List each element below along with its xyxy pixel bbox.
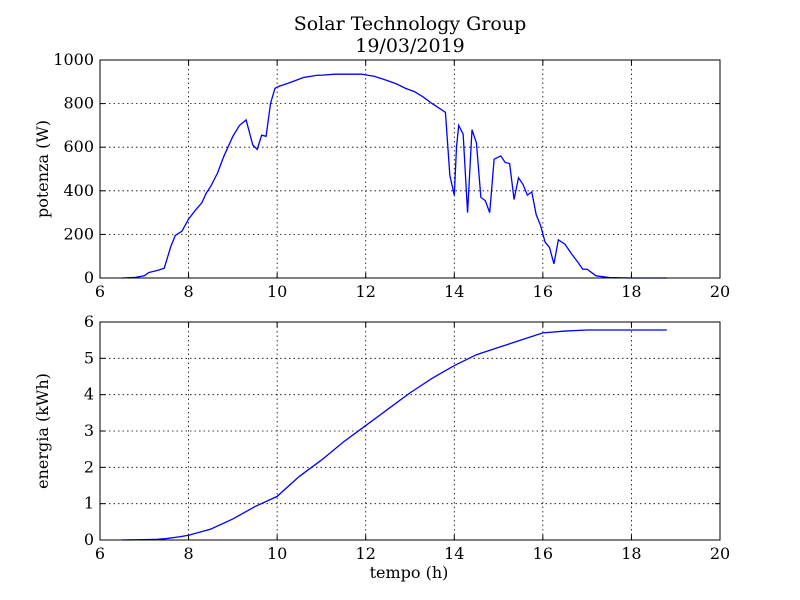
energy-xtick-label: 14: [444, 544, 464, 563]
energy-plot-frame: [99, 321, 721, 541]
power-ytick-label: 600: [63, 137, 94, 156]
power-ytick-label: 800: [63, 94, 94, 113]
energy-ytick-label: 3: [84, 421, 94, 440]
energy-xtick-label: 12: [356, 544, 376, 563]
energy-ytick-label: 0: [84, 530, 94, 549]
energy-ytick-label: 6: [84, 312, 94, 331]
power-chart: 0 200 400 600 800 1000 6 8 10 12 14 16 18 20 potenza (…: [33, 50, 730, 301]
power-ytick-label: 1000: [53, 50, 94, 69]
energy-xtick-label: 6: [95, 544, 105, 563]
energy-xtick-label: 18: [621, 544, 641, 563]
energy-x-axis-label: tempo (h): [370, 563, 449, 582]
energy-xtick-label: 10: [267, 544, 287, 563]
power-xtick-label: 8: [183, 282, 193, 301]
energy-ytick-label: 4: [84, 385, 94, 404]
power-series-line: [122, 73, 667, 279]
power-plot-frame: [99, 59, 721, 279]
power-xtick-label: 20: [710, 282, 730, 301]
energy-ytick-label: 5: [84, 348, 94, 367]
power-xtick-label: 12: [356, 282, 376, 301]
chart-title: Solar Technology Group: [294, 13, 527, 35]
power-ytick-label: 200: [63, 224, 94, 243]
chart-subtitle: 19/03/2019: [355, 35, 465, 57]
energy-ytick-label: 1: [84, 494, 94, 513]
energy-xtick-label: 8: [183, 544, 193, 563]
energy-xtick-label: 16: [533, 544, 553, 563]
energy-xtick-label: 20: [710, 544, 730, 563]
power-xtick-label: 14: [444, 282, 464, 301]
energy-series-line: [122, 329, 667, 541]
power-ytick-label: 400: [63, 181, 94, 200]
power-xtick-label: 6: [95, 282, 105, 301]
energy-y-axis-label: energia (kWh): [33, 373, 52, 489]
energy-ytick-label: 2: [84, 457, 94, 476]
power-ytick-label: 0: [84, 268, 94, 287]
power-y-axis-label: potenza (W): [33, 120, 52, 218]
power-xtick-label: 10: [267, 282, 287, 301]
power-xtick-label: 18: [621, 282, 641, 301]
power-xtick-label: 16: [533, 282, 553, 301]
